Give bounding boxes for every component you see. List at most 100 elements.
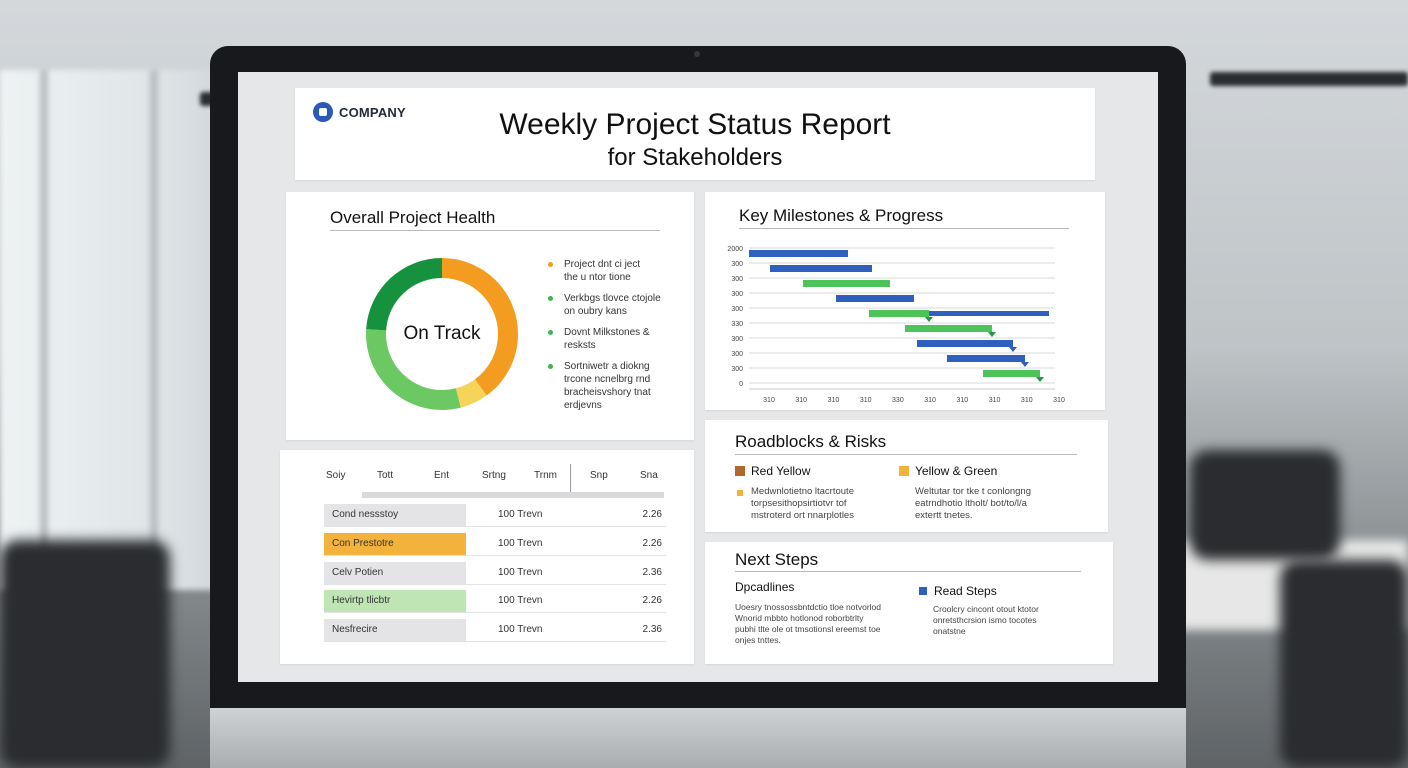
health-bullet-list: Project dnt ci ject the u ntor tione Verkb…: [544, 258, 674, 420]
report-header: COMPANY Weekly Project Status Report for…: [295, 88, 1095, 180]
milestones-title: Key Milestones & Progress: [739, 206, 944, 225]
milestones-panel: Key Milestones & Progress 2000 300 300 300 3…: [705, 192, 1105, 410]
table-row[interactable]: Cond nessstoy 100 Trevn 2.26: [324, 504, 666, 527]
yellow-square-icon: [899, 466, 909, 476]
ceiling-light: [1210, 72, 1408, 86]
read-steps-description: Croolcry cincont otout ktotor onretsthcrs…: [933, 604, 1039, 636]
milestone-marker-icon: [1021, 362, 1029, 367]
task-number-cell: 2.26: [642, 537, 662, 549]
gantt-y-tick-label: 0: [739, 381, 743, 388]
donut-segment-3: [366, 258, 518, 410]
gantt-bar: [803, 280, 890, 287]
gantt-x-tick-label: 310: [1053, 397, 1065, 404]
project-health-panel: Overall Project Health On Track Project …: [286, 192, 694, 440]
next-steps-title: Next Steps: [735, 550, 819, 569]
health-bullet-text: Sortniwetr a diokng trcone ncnelbrg rnd br…: [564, 361, 651, 411]
health-divider: [330, 230, 660, 231]
gantt-x-tick-label: 330: [892, 397, 904, 404]
table-row[interactable]: Con Prestotre 100 Trevn 2.26: [324, 532, 666, 556]
table-header-cell[interactable]: Snp: [590, 470, 608, 481]
health-bullet-item: Dovnt Milkstones & resksts: [544, 326, 674, 352]
gantt-bar: [917, 340, 1013, 347]
donut-segment-2: [366, 258, 518, 410]
gantt-y-tick-label: 300: [731, 336, 743, 343]
risk-bullet-icon: [737, 490, 743, 496]
gantt-x-tick-label: 310: [795, 397, 807, 404]
risk-category-red-yellow: Red Yellow: [735, 464, 810, 478]
task-number-cell: 2.36: [642, 566, 662, 578]
table-header-separator: [570, 464, 571, 492]
deadlines-heading: Dpcadlines: [735, 580, 795, 594]
gantt-bar: [905, 325, 992, 332]
risk-category-yellow-green: Yellow & Green: [899, 464, 997, 478]
bullet-dot-icon: [548, 364, 553, 369]
task-value-cell: 100 Trevn: [498, 566, 543, 578]
gantt-y-tick-label: 300: [731, 366, 743, 373]
milestone-marker-icon: [925, 317, 933, 322]
milestones-gantt-chart: 2000 300 300 300 300 330 300 300 300 0 310 310 310 31…: [727, 246, 1065, 404]
report-title: Weekly Project Status Report: [499, 108, 891, 141]
table-row[interactable]: Celv Potien 100 Trevn 2.36: [324, 561, 666, 585]
table-header-bar: [324, 492, 664, 498]
company-logo[interactable]: COMPANY: [313, 102, 406, 122]
next-steps-panel: Next Steps Dpcadlines Uoesry tnossossbnt…: [705, 542, 1113, 664]
milestones-divider: [739, 228, 1069, 229]
table-header-cell[interactable]: Trnm: [534, 470, 557, 481]
milestone-marker-icon: [988, 332, 996, 337]
gantt-x-tick-label: 310: [1021, 397, 1033, 404]
gantt-x-tick-label: 310: [989, 397, 1001, 404]
table-header-cell[interactable]: Soiy: [326, 470, 346, 481]
background-chair: [1190, 450, 1340, 560]
read-steps-heading: Read Steps: [919, 584, 997, 598]
gantt-y-tick-label: 300: [731, 291, 743, 298]
risk-category-label: Yellow & Green: [915, 464, 998, 478]
health-title: Overall Project Health: [330, 208, 496, 227]
table-row[interactable]: Hevirtp tlicbtr 100 Trevn 2.26: [324, 590, 666, 614]
health-bullet-item: Verkbgs tlovce ctojole on oubry kans: [544, 292, 674, 318]
gantt-x-tick-label: 310: [860, 397, 872, 404]
gantt-x-tick-label: 310: [828, 397, 840, 404]
gantt-bar: [869, 310, 929, 317]
read-steps-label: Read Steps: [934, 584, 997, 598]
dashboard-screen: COMPANY Weekly Project Status Report for…: [238, 72, 1158, 682]
risks-title: Roadblocks & Risks: [735, 432, 887, 451]
health-donut-chart: [366, 258, 518, 410]
health-bullet-text: Project dnt ci ject the u ntor tione: [564, 259, 641, 283]
company-name: COMPANY: [339, 104, 406, 120]
status-table: Soiy Tott Ent Srtng Trnm Snp Sna Cond ne…: [280, 450, 694, 664]
risk-category-label: Red Yellow: [751, 464, 811, 478]
task-value-cell: 100 Trevn: [498, 537, 543, 549]
gantt-bar: [836, 295, 914, 302]
table-header-cell[interactable]: Srtng: [482, 470, 506, 481]
health-bullet-item: Project dnt ci ject the u ntor tione: [544, 258, 674, 284]
risks-divider: [735, 454, 1077, 455]
read-steps-square-icon: [919, 587, 927, 595]
next-steps-divider: [735, 571, 1081, 572]
gantt-y-tick-label: 330: [731, 321, 743, 328]
gantt-x-tick-label: 310: [763, 397, 775, 404]
company-logo-icon: [313, 102, 333, 122]
bullet-dot-icon: [548, 330, 553, 335]
table-header-cell[interactable]: Ent: [434, 470, 450, 481]
webcam: [694, 51, 700, 57]
report-subtitle: for Stakeholders: [607, 144, 783, 171]
task-value-cell: 100 Trevn: [498, 509, 543, 520]
table-header-cell[interactable]: Tott: [377, 470, 394, 481]
gantt-x-tick-label: 310: [956, 397, 968, 404]
table-header-cell[interactable]: Sna: [640, 470, 658, 481]
gantt-y-tick-label: 300: [731, 351, 743, 358]
red-yellow-square-icon: [735, 466, 745, 476]
table-row[interactable]: Nesfrecire 100 Trevn 2.36: [324, 619, 666, 643]
task-name-cell: Con Prestotre: [324, 532, 466, 555]
background-chair: [0, 540, 170, 768]
bullet-dot-icon: [548, 296, 553, 301]
background-chair: [1280, 560, 1408, 768]
deadlines-description: Uoesry tnossossbntdctio tloe notvorlod Wn…: [735, 602, 881, 645]
gantt-bar-extension: [929, 311, 1049, 316]
gantt-y-tick-label: 300: [731, 261, 743, 268]
monitor-chin: [210, 708, 1186, 768]
gantt-y-tick-label: 300: [731, 306, 743, 313]
table-header-gap: [324, 490, 362, 500]
task-name-cell: Hevirtp tlicbtr: [324, 590, 466, 613]
task-number-cell: 2.36: [642, 624, 662, 636]
